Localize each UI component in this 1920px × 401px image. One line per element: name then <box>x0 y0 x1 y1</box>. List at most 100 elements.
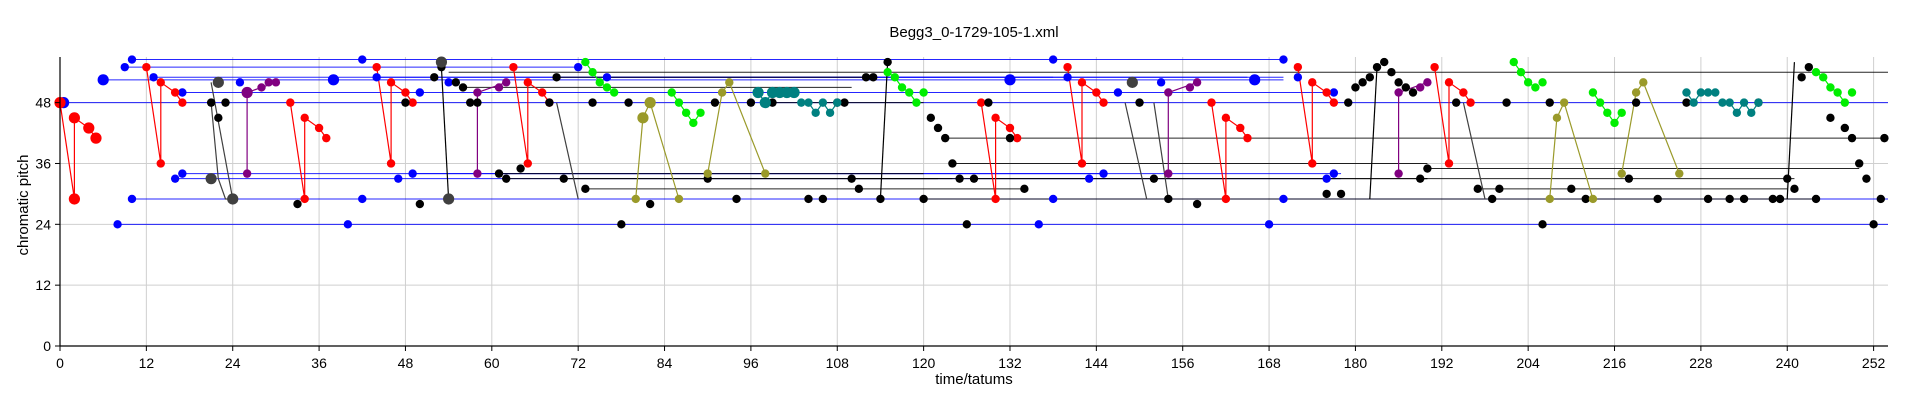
note-marker <box>537 88 547 97</box>
note-marker <box>1732 108 1742 117</box>
note-marker <box>1336 189 1346 199</box>
note-marker <box>473 169 482 178</box>
note-marker <box>1502 98 1511 107</box>
axes <box>55 57 1888 351</box>
note-marker <box>1703 88 1713 97</box>
note-marker <box>1567 184 1576 194</box>
note-marker <box>883 57 892 67</box>
note-marker <box>1718 98 1727 107</box>
note-marker <box>1416 174 1425 183</box>
note-marker <box>1322 189 1331 199</box>
note-marker <box>1559 98 1569 107</box>
note-marker <box>811 108 820 117</box>
note-marker <box>502 78 511 87</box>
note-marker <box>674 98 684 107</box>
note-marker <box>451 78 461 87</box>
note-marker <box>1797 73 1806 82</box>
note-marker <box>221 98 230 107</box>
connector-line <box>556 102 579 200</box>
note-marker <box>1552 113 1562 123</box>
note-marker <box>212 76 224 88</box>
note-marker <box>1004 74 1016 86</box>
note-marker <box>241 86 253 99</box>
y-tick-labels: 0 12 24 36 48 <box>35 95 51 354</box>
note-marker <box>178 169 187 178</box>
note-marker <box>401 98 410 107</box>
note-marker <box>516 164 525 173</box>
note-marker <box>358 194 367 204</box>
note-marker <box>759 97 771 109</box>
note-marker <box>1048 55 1058 64</box>
note-marker <box>1308 78 1317 87</box>
note-marker <box>401 88 410 97</box>
note-marker <box>1034 220 1043 229</box>
note-marker <box>1869 220 1878 229</box>
note-marker <box>752 86 764 99</box>
note-marker <box>1221 113 1231 123</box>
connector-line <box>1124 102 1148 200</box>
note-marker <box>644 97 656 109</box>
note-marker <box>1308 159 1317 168</box>
note-marker <box>149 73 158 82</box>
note-marker <box>1682 88 1691 97</box>
note-marker <box>933 123 943 133</box>
note-marker <box>523 159 532 168</box>
note-marker <box>1783 174 1792 183</box>
note-marker <box>732 194 741 204</box>
note-marker <box>1329 98 1339 107</box>
note-marker <box>645 199 655 209</box>
note-marker <box>761 169 770 178</box>
connector-line <box>879 62 889 200</box>
note-marker <box>631 194 640 204</box>
note-marker <box>1725 98 1734 107</box>
note-marker <box>1473 184 1482 194</box>
note-marker <box>552 73 561 82</box>
note-marker <box>926 113 936 123</box>
note-marker <box>408 98 417 107</box>
note-marker <box>1048 194 1058 204</box>
note-marker <box>1631 98 1641 107</box>
y-axis-label: chromatic pitch <box>15 155 32 256</box>
note-marker <box>264 78 273 87</box>
note-marker <box>1545 98 1554 107</box>
note-marker <box>1401 83 1411 92</box>
note-marker <box>1747 108 1756 117</box>
note-marker <box>1880 133 1889 143</box>
x-tick-label: 180 <box>1344 355 1368 371</box>
note-marker <box>214 113 223 123</box>
note-marker <box>588 68 597 77</box>
note-marker <box>1243 133 1252 143</box>
note-marker <box>1164 194 1173 204</box>
note-marker <box>689 118 698 128</box>
note-marker <box>1768 194 1778 204</box>
note-marker <box>1595 98 1605 107</box>
note-marker <box>1775 194 1785 204</box>
note-marker <box>581 184 590 194</box>
note-marker <box>1610 118 1619 128</box>
note-marker <box>1617 108 1626 117</box>
note-marker <box>588 98 597 107</box>
x-tick-label: 252 <box>1862 355 1886 371</box>
note-marker <box>696 108 705 117</box>
note-marker <box>1408 88 1418 97</box>
note-marker <box>1855 159 1864 168</box>
note-marker <box>1588 88 1598 97</box>
note-marker <box>1387 68 1396 77</box>
note-marker <box>90 132 102 144</box>
note-marker <box>912 98 921 107</box>
note-marker <box>227 193 239 205</box>
x-tick-label: 96 <box>743 355 759 371</box>
note-marker <box>1365 73 1375 82</box>
note-marker <box>941 133 950 143</box>
note-marker <box>1833 88 1842 97</box>
y-tick-label: 24 <box>35 216 51 232</box>
note-marker <box>825 108 835 117</box>
note-marker <box>1416 83 1425 92</box>
note-marker <box>286 98 295 107</box>
note-marker <box>1739 194 1749 204</box>
note-marker <box>602 73 612 82</box>
note-marker <box>83 122 95 134</box>
note-marker <box>818 194 828 204</box>
note-marker <box>386 78 396 87</box>
note-marker <box>394 174 403 183</box>
